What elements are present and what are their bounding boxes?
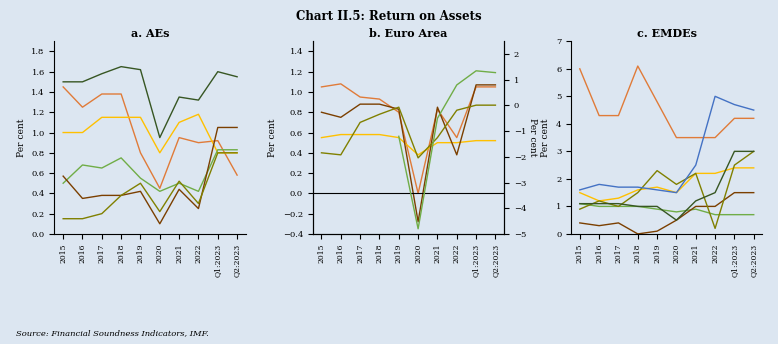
Y-axis label: Per cent: Per cent (16, 118, 26, 157)
Y-axis label: Per cent: Per cent (528, 118, 538, 157)
Y-axis label: Per cent: Per cent (268, 118, 277, 157)
Text: Chart II.5: Return on Assets: Chart II.5: Return on Assets (296, 10, 482, 23)
Y-axis label: Per cent: Per cent (541, 118, 550, 157)
Title: b. Euro Area: b. Euro Area (370, 28, 447, 39)
Title: c. EMDEs: c. EMDEs (636, 28, 697, 39)
Title: a. AEs: a. AEs (131, 28, 170, 39)
Text: Source: Financial Soundness Indicators, IMF.: Source: Financial Soundness Indicators, … (16, 329, 209, 337)
